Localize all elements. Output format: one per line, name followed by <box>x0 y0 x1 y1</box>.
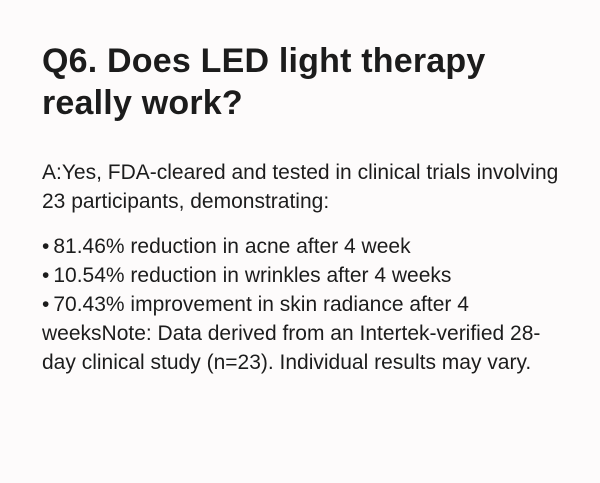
answer: A:Yes, FDA-cleared and tested in clinica… <box>42 161 559 213</box>
question: Q6. Does LED light therapy really work? <box>42 42 486 122</box>
result-list: 81.46% reduction in acne after 4 week 10… <box>42 232 570 377</box>
result-item: 10.54% reduction in wrinkles after 4 wee… <box>42 261 570 290</box>
result-item: 70.43% improvement in skin radiance afte… <box>42 290 570 377</box>
faq-item: Q6. Does LED light therapy really work? … <box>42 40 570 377</box>
result-item: 81.46% reduction in acne after 4 week <box>42 232 570 261</box>
